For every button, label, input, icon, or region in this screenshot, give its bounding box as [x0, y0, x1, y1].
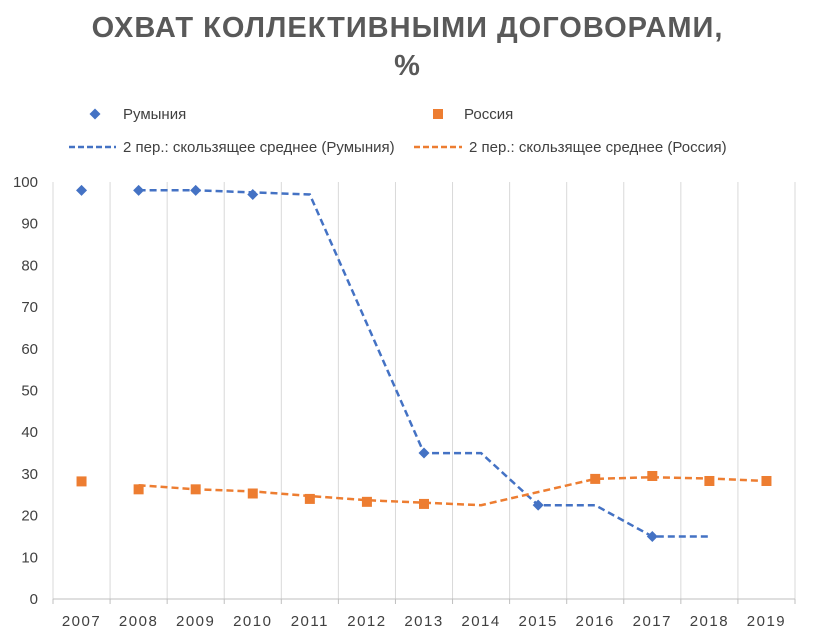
trendlines: [138, 189, 767, 538]
point-series-0: [532, 499, 544, 511]
y-tick-label: 0: [30, 591, 38, 608]
chart-title-line-2: %: [394, 50, 421, 82]
point-series-1: [647, 470, 658, 481]
axes: 0 10 20 30 40 50 60 70 80 90 100 2007 2008 2009 2010 20…: [13, 174, 796, 630]
y-tick-label: 50: [21, 383, 38, 400]
y-tick-label: 80: [21, 257, 38, 274]
x-tick-label: 2008: [119, 613, 158, 630]
point-series-1: [76, 476, 87, 487]
point-series-1: [190, 484, 201, 495]
y-tick-label: 10: [21, 549, 38, 566]
legend-label-2: 2 пер.: скользящее среднее (Румыния): [123, 139, 395, 156]
point-series-1: [419, 498, 429, 509]
point-series-1: [361, 496, 372, 507]
x-tick-label: 2007: [62, 613, 101, 630]
x-tick-label: 2010: [233, 613, 272, 630]
data-marks: [76, 184, 772, 542]
legend-marker-0: [89, 108, 101, 120]
y-tick-label: 100: [13, 174, 38, 191]
point-series-0: [646, 530, 658, 542]
point-series-1: [304, 493, 315, 504]
x-tick-label: 2012: [347, 613, 386, 630]
point-series-0: [76, 184, 88, 196]
legend-label-3: 2 пер.: скользящее среднее (Россия): [469, 139, 727, 156]
legend-label-0: Румыния: [123, 106, 186, 123]
chart-title-line-1: ОХВАТ КОЛЛЕКТИВНЫМИ ДОГОВОРАМИ,: [91, 12, 724, 44]
x-tick-label: 2016: [576, 613, 615, 630]
legend-marker-1: [433, 109, 443, 119]
y-tick-label: 40: [21, 424, 38, 441]
point-series-1: [590, 473, 601, 484]
y-tick-label: 90: [21, 216, 38, 233]
trendline-0: [138, 189, 710, 538]
legend: Румыния Россия 2 пер.: скользящее среднее …: [69, 106, 727, 156]
legend-label-1: Россия: [464, 106, 513, 123]
point-series-1: [133, 484, 144, 495]
point-series-0: [190, 184, 202, 196]
y-tick-label: 30: [21, 466, 38, 483]
point-series-1: [247, 488, 258, 499]
point-series-0: [418, 447, 430, 459]
x-tick-label: 2018: [690, 613, 729, 630]
y-tick-label: 60: [21, 341, 38, 358]
point-series-0: [133, 184, 145, 196]
x-tick-label: 2014: [461, 613, 500, 630]
x-tick-label: 2015: [518, 613, 557, 630]
point-series-1: [761, 475, 772, 486]
x-tick-label: 2009: [176, 613, 215, 630]
y-tick-label: 20: [21, 508, 38, 525]
point-series-1: [704, 475, 715, 486]
x-tick-label: 2011: [291, 613, 329, 630]
x-tick-label: 2017: [633, 613, 672, 630]
x-tick-label: 2013: [404, 613, 443, 630]
x-tick-label: 2019: [747, 613, 786, 630]
point-series-0: [247, 189, 259, 201]
y-tick-label: 70: [21, 299, 38, 316]
